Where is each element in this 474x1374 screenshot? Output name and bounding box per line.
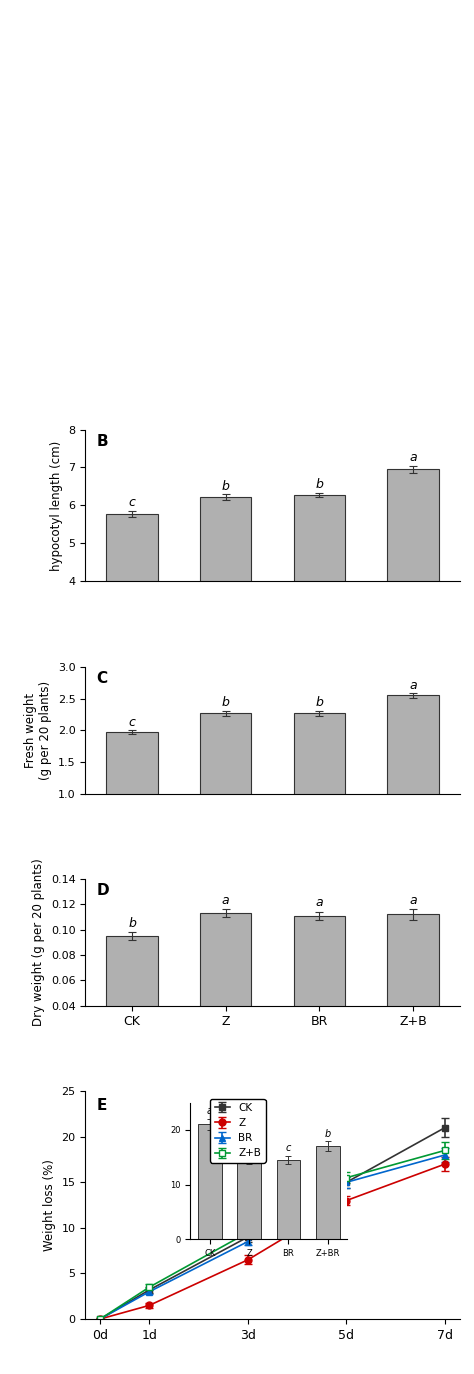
Bar <box>200 497 252 734</box>
Text: a: a <box>409 679 417 691</box>
Text: b: b <box>222 697 230 709</box>
Text: b: b <box>128 916 136 930</box>
Text: C: C <box>97 671 108 686</box>
Text: A: A <box>93 44 106 62</box>
Y-axis label: Weight loss (%): Weight loss (%) <box>43 1160 56 1250</box>
Bar <box>387 695 439 857</box>
Text: BR: BR <box>310 317 332 331</box>
Bar <box>106 514 158 734</box>
Bar <box>387 915 439 1057</box>
Bar <box>293 713 345 857</box>
Text: b: b <box>315 697 323 709</box>
Text: b: b <box>315 478 323 491</box>
Text: E: E <box>97 1098 107 1113</box>
Text: a: a <box>409 451 417 463</box>
Bar <box>293 495 345 734</box>
Text: a: a <box>409 894 417 907</box>
Text: B: B <box>97 434 108 449</box>
Bar <box>106 936 158 1057</box>
Text: b: b <box>222 480 230 492</box>
Bar <box>200 914 252 1057</box>
Text: c: c <box>128 496 136 508</box>
Legend: CK, Z, BR, Z+B: CK, Z, BR, Z+B <box>210 1099 265 1162</box>
Bar <box>387 470 439 734</box>
Text: c: c <box>128 716 136 730</box>
Bar <box>293 915 345 1057</box>
Y-axis label: Dry weight (g per 20 plants): Dry weight (g per 20 plants) <box>32 859 46 1026</box>
Text: a: a <box>316 896 323 910</box>
Text: Z: Z <box>223 317 233 331</box>
Text: D: D <box>97 883 109 897</box>
Text: a: a <box>222 894 229 907</box>
Y-axis label: Fresh weight
(g per 20 plants): Fresh weight (g per 20 plants) <box>24 680 52 780</box>
Bar <box>106 732 158 857</box>
Y-axis label: hypocotyl length (cm): hypocotyl length (cm) <box>50 440 63 570</box>
Text: Z+B: Z+B <box>399 317 431 331</box>
Bar <box>200 713 252 857</box>
Text: CK: CK <box>124 317 145 331</box>
